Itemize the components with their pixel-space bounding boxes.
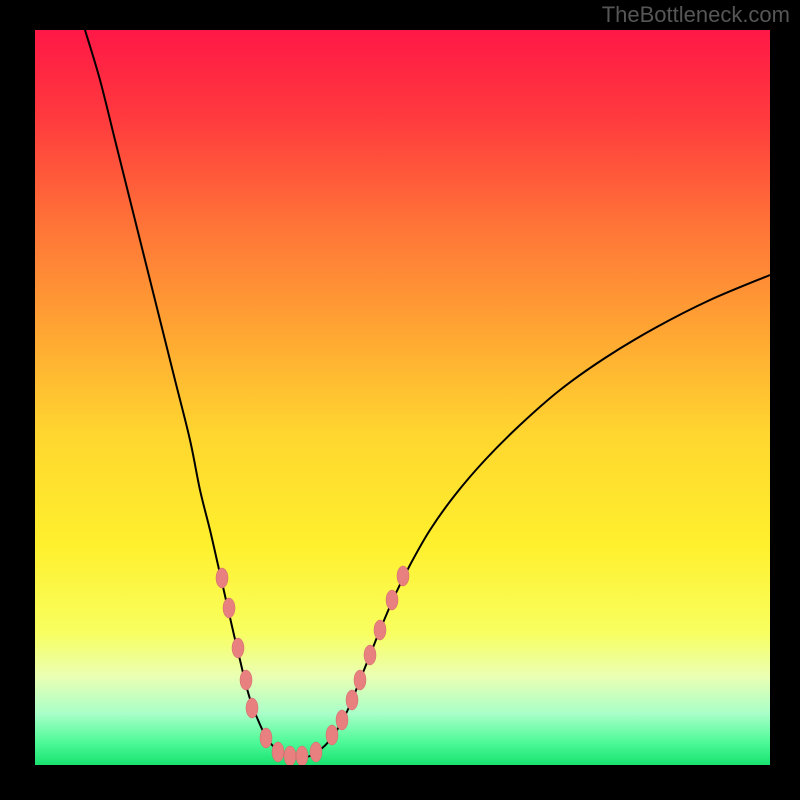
- data-marker: [336, 710, 348, 730]
- data-marker: [374, 620, 386, 640]
- watermark-text: TheBottleneck.com: [602, 2, 790, 28]
- data-marker: [386, 590, 398, 610]
- data-marker: [216, 568, 228, 588]
- data-marker: [354, 670, 366, 690]
- data-marker: [397, 566, 409, 586]
- data-marker: [232, 638, 244, 658]
- data-marker: [364, 645, 376, 665]
- data-marker: [240, 670, 252, 690]
- data-marker: [223, 598, 235, 618]
- data-marker: [310, 742, 322, 762]
- bottleneck-curve-left: [85, 30, 300, 758]
- plot-area: [35, 30, 770, 765]
- data-marker: [272, 742, 284, 762]
- bottleneck-curve-right: [300, 275, 770, 758]
- data-marker: [346, 690, 358, 710]
- chart-container: TheBottleneck.com: [0, 0, 800, 800]
- data-marker: [284, 746, 296, 765]
- data-marker: [260, 728, 272, 748]
- data-marker: [246, 698, 258, 718]
- data-marker: [296, 746, 308, 765]
- data-markers: [216, 566, 409, 765]
- data-marker: [326, 725, 338, 745]
- curves-layer: [35, 30, 770, 765]
